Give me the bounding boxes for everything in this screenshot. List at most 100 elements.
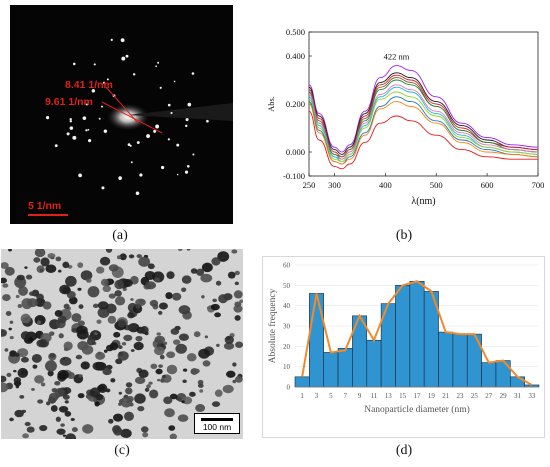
tem-nanoparticle (9, 320, 14, 324)
saed-spot (101, 186, 105, 190)
tem-nanoparticle (33, 257, 41, 263)
uv-series-line (308, 74, 539, 158)
tem-nanoparticle (71, 313, 82, 323)
tem-nanoparticle (163, 396, 173, 405)
tem-nanoparticle (181, 275, 192, 284)
tem-nanoparticle (54, 309, 63, 317)
tem-nanoparticle (212, 298, 217, 303)
saed-spot (120, 38, 125, 43)
hist-x-tick-label: 31 (514, 392, 522, 400)
tem-nanoparticle (54, 380, 61, 386)
tem-nanoparticle (136, 254, 143, 259)
tem-nanoparticle (21, 409, 27, 414)
saed-spot (192, 153, 195, 156)
tem-nanoparticle (17, 367, 29, 378)
tem-nanoparticle (14, 352, 20, 357)
tem-nanoparticle (108, 418, 114, 424)
tem-nanoparticle (120, 396, 133, 408)
saed-spot (176, 143, 180, 147)
tem-nanoparticle (189, 391, 196, 397)
tem-nanoparticle (58, 333, 64, 339)
tem-nanoparticle (24, 421, 31, 427)
tem-nanoparticle (55, 416, 61, 422)
tem-nanoparticle (135, 335, 143, 342)
saed-label-1: 8.41 1/nm (65, 79, 113, 91)
tem-nanoparticle (81, 345, 94, 355)
size-histogram-chart: 0 10 20 30 40 50 60 1 3 5 7 9 11 13 15 17 19 21 23 25 27 29 31… (262, 256, 545, 438)
saed-spot (93, 63, 96, 66)
tem-nanoparticle (22, 433, 29, 439)
tem-nanoparticle (227, 271, 236, 279)
tem-nanoparticle (114, 296, 126, 306)
tem-nanoparticle (40, 382, 46, 387)
tem-nanoparticle (113, 427, 123, 436)
uv-y-tick-label: 0.400 (286, 51, 305, 61)
tem-nanoparticle (130, 298, 134, 301)
tem-nanoparticle (36, 339, 48, 348)
tem-nanoparticle (64, 410, 72, 417)
tem-nanoparticle (65, 275, 77, 287)
saed-spot (160, 165, 165, 170)
tem-nanoparticle (17, 304, 23, 309)
tem-nanoparticle (218, 294, 228, 304)
tem-nanoparticle (77, 393, 85, 399)
tem-nanoparticle (120, 428, 132, 439)
tem-nanoparticle (94, 401, 100, 407)
tem-nanoparticle (178, 249, 183, 251)
tem-nanoparticle (32, 364, 38, 369)
hist-bar (309, 293, 325, 388)
tem-nanoparticle (37, 399, 44, 404)
tem-nanoparticle (114, 290, 122, 297)
tem-nanoparticle (138, 298, 145, 304)
tem-nanoparticle (234, 270, 240, 276)
saed-spot (127, 143, 131, 147)
tem-scale-bar-label: 100 nm (202, 422, 232, 432)
tem-nanoparticle (8, 327, 12, 331)
tem-nanoparticle (1, 375, 7, 383)
uv-x-axis-label: λ(nm) (411, 196, 435, 207)
tem-nanoparticle (58, 405, 69, 413)
saed-spot (191, 72, 195, 75)
tem-nanoparticle (107, 315, 117, 324)
saed-spot (186, 164, 190, 168)
tem-nanoparticle (190, 268, 198, 274)
tem-nanoparticle (234, 375, 243, 383)
tem-nanoparticle (63, 341, 73, 351)
tem-nanoparticle (193, 331, 201, 338)
hist-y-tick-label: 10 (283, 363, 291, 371)
saed-spot (130, 161, 133, 164)
tem-nanoparticle (76, 325, 88, 335)
saed-spot (66, 132, 70, 136)
hist-x-tick-label: 3 (315, 392, 319, 400)
hist-y-axis-label: Absolute frequency (267, 288, 278, 363)
uv-x-tick-label: 400 (379, 180, 392, 190)
saed-label-2: 9.61 1/nm (45, 96, 93, 108)
tem-nanoparticle (36, 293, 44, 301)
tem-nanoparticle (159, 354, 165, 360)
tem-nanoparticle (57, 369, 69, 380)
hist-bar (438, 331, 454, 388)
tem-nanoparticle (113, 331, 121, 338)
tem-nanoparticle (170, 328, 180, 335)
tem-nanoparticle (171, 292, 182, 301)
tem-nanoparticle (118, 391, 123, 395)
tem-nanoparticle (103, 349, 108, 353)
tem-nanoparticle (54, 387, 65, 397)
tem-nanoparticle (55, 256, 62, 262)
saed-spot (82, 116, 87, 120)
tem-nanoparticle (118, 345, 123, 350)
saed-spot (72, 62, 76, 66)
tem-nanoparticle (77, 262, 84, 268)
saed-spot (176, 173, 179, 176)
caption-d: (d) (395, 443, 413, 458)
tem-nanoparticle (1, 329, 7, 337)
hist-y-tick-label: 40 (283, 302, 291, 310)
hist-x-tick-label: 27 (485, 392, 493, 400)
tem-nanoparticle (95, 351, 106, 360)
saed-measure-line-2 (101, 101, 163, 134)
saed-spot (155, 65, 157, 68)
tem-nanoparticle (197, 383, 204, 388)
saed-spot (87, 128, 90, 131)
hist-y-tick-label: 60 (283, 262, 291, 270)
tem-nanoparticle (169, 393, 178, 400)
